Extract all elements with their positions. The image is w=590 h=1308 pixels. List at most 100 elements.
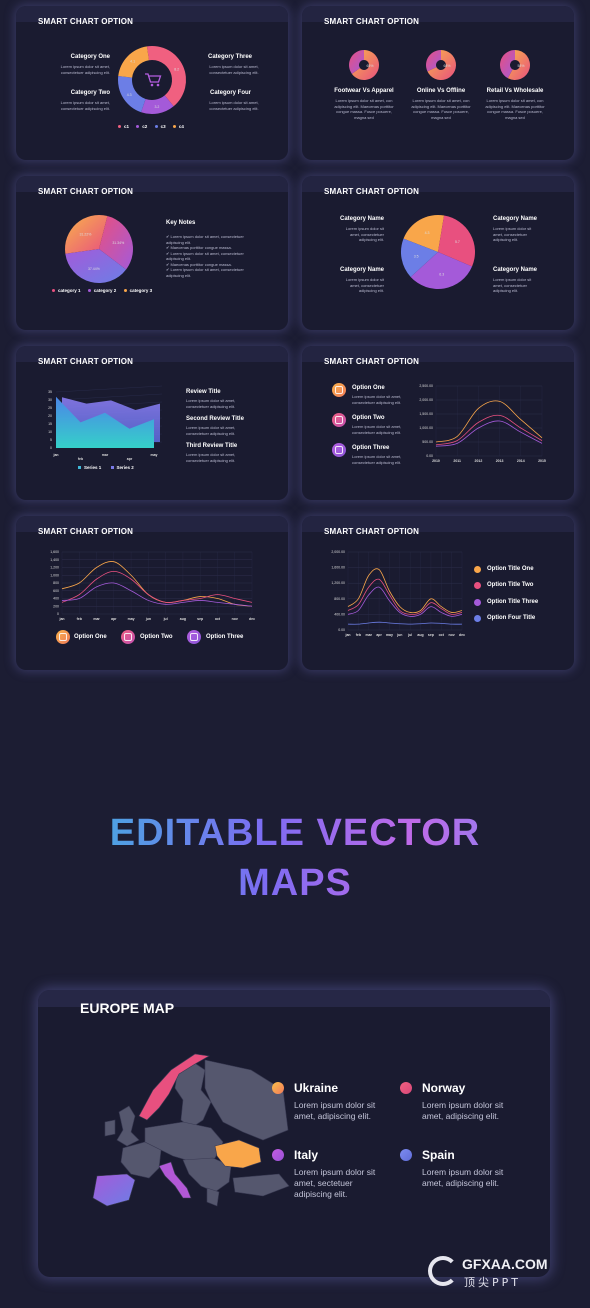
panel-header: [302, 346, 574, 362]
x-tick: jun: [396, 633, 402, 637]
donut-chart-online: 68%: [426, 50, 456, 80]
option-three-label: Option Three: [352, 445, 390, 451]
panel-line-four-options: SMART CHART OPTION 2,000.00 1,600.00 1,200…: [302, 516, 574, 670]
option-one-label: Option One: [352, 385, 385, 391]
map-header: [38, 990, 550, 1007]
option-two-desc: Lorem ipsum dolor sit amet, consectetuer…: [352, 424, 402, 435]
france-region: [120, 1141, 162, 1179]
series-line: [435, 414, 543, 446]
x-tick: apr: [376, 633, 382, 637]
option-one-icon: [332, 383, 346, 397]
pie-slice: [118, 75, 146, 113]
turkey-region: [232, 1173, 290, 1197]
panel-title: SMART CHART OPTION: [324, 187, 420, 196]
watermark: GFXAA.COM 顶尖PPT: [428, 1254, 588, 1294]
x-tick: jul: [163, 617, 168, 621]
y-tick: 1,000.00: [419, 426, 433, 430]
panel-title: SMART CHART OPTION: [38, 527, 134, 536]
category-four-desc: Lorem ipsum dolor sit amet, consectetuer…: [209, 100, 259, 111]
x-tick: oct: [439, 633, 445, 637]
donut-value: 68%: [443, 64, 450, 68]
category-name-label: Category Name: [493, 216, 538, 222]
note-item: ✔ Maecenas porttitor congue massa.: [166, 245, 232, 250]
legend-item-category-3: category 3: [123, 288, 152, 293]
x-tick: may: [386, 633, 393, 637]
panel-three-donuts: SMART CHART OPTION 65% 68% 58% Footwear …: [302, 6, 574, 160]
norway-shape: [138, 1053, 210, 1121]
legend-item-category-2: category 2: [87, 288, 116, 293]
donut-segment: [349, 50, 364, 74]
y-tick: 1,000: [50, 573, 59, 577]
y-tick: 1,400: [50, 558, 59, 562]
watermark-logo-icon: [428, 1256, 458, 1286]
note-item: ✔ Lorem ipsum dolor sit amet, consectetu…: [166, 234, 244, 245]
x-tick: mar: [93, 617, 100, 621]
italy-dot: [272, 1149, 284, 1161]
category-name-label: Category Name: [339, 267, 384, 273]
category-three-desc: Lorem ipsum dolor sit amet, consectetuer…: [209, 64, 259, 75]
y-tick: 800: [53, 581, 59, 585]
donut-legend: c1 c2 c3 c4: [118, 124, 184, 129]
x-tick: feb: [78, 457, 83, 461]
option-two-icon: [121, 630, 135, 644]
watermark-sub: 顶尖PPT: [464, 1276, 521, 1289]
pie-slice: [438, 215, 475, 267]
panel-header: [16, 516, 288, 532]
x-tick: jun: [145, 617, 151, 621]
slice-label: 4.3: [127, 93, 132, 97]
y-tick: 1,200: [50, 566, 59, 570]
country-desc-ukraine: Lorem ipsum dolor sit amet, adipiscing e…: [294, 1100, 376, 1121]
ukraine-dot: [272, 1082, 284, 1094]
pie-slice: [403, 215, 445, 252]
category-one-label: Category One: [70, 54, 110, 60]
x-tick: dec: [459, 633, 465, 637]
y-tick: 800.00: [334, 597, 345, 601]
y-tick: 1,500.00: [419, 412, 433, 416]
balkans-region: [182, 1157, 232, 1193]
y-tick: 20: [48, 414, 52, 418]
panel-pie-key-notes: SMART CHART OPTION 31.34% 37.44% 31.22% ca…: [16, 176, 288, 330]
x-tick: 2014: [517, 459, 525, 463]
option-two-label: Option Two: [140, 634, 173, 640]
line-chart: 2,500.00 2,000.00 1,500.00 1,000.00 500.00 0.…: [419, 384, 546, 463]
x-tick: nov: [232, 617, 238, 621]
option-three-icon: [332, 443, 346, 457]
panel-title: SMART CHART OPTION: [38, 357, 134, 366]
y-tick: 0.00: [338, 628, 345, 632]
legend-dot: [474, 599, 481, 606]
second-review-desc: Lorem ipsum dolor sit amet, consectetuer…: [186, 425, 236, 436]
item-desc-online: Lorem ipsum dolor sit amet, con adipisci…: [411, 98, 471, 120]
category-two-label: Category Two: [70, 90, 110, 96]
panel-header: [302, 176, 574, 192]
legend-item-c2: c2: [136, 124, 147, 129]
pie-slice: [141, 95, 174, 114]
panel-3d-area-chart: SMART CHART OPTION 35 30 25 20 15 10 5 0 jan feb m…: [16, 346, 288, 500]
option-two-icon: [332, 413, 346, 427]
key-notes-title: Key Notes: [166, 220, 196, 226]
category-name-label: Category Name: [493, 267, 538, 273]
panel-header: [302, 516, 574, 532]
y-tick: 2,000.00: [419, 398, 433, 402]
pie-slice: [65, 249, 127, 283]
y-tick: 35: [48, 390, 52, 394]
y-tick: 2,500.00: [419, 384, 433, 388]
x-tick: jan: [52, 453, 58, 457]
option-two-label: Option Two: [352, 415, 385, 421]
italy-shape: [158, 1161, 192, 1199]
category-one-desc: Lorem ipsum dolor sit amet, consectetuer…: [60, 64, 110, 75]
panel-title: SMART CHART OPTION: [38, 187, 134, 196]
category-three-label: Category Three: [208, 54, 253, 60]
europe-map-card: EUROPE MAP Ukraine Lorem ipsum dolor sit…: [38, 990, 550, 1277]
map-title: EUROPE MAP: [80, 1000, 175, 1016]
panel-title: SMART CHART OPTION: [324, 357, 420, 366]
series-line: [61, 582, 253, 607]
y-tick: 15: [48, 422, 52, 426]
pie-chart: 31.34% 37.44% 31.22%: [65, 215, 133, 283]
category-name-desc: Lorem ipsum dolor sit amet, consectetuer…: [493, 277, 532, 293]
x-tick: may: [150, 453, 157, 457]
russia-region: [204, 1059, 289, 1141]
headline-line-1: EDITABLE VECTOR: [0, 812, 590, 855]
pie-slice: [65, 215, 108, 254]
series-line: [347, 586, 463, 617]
item-title-online: Online Vs Offline: [416, 88, 466, 94]
